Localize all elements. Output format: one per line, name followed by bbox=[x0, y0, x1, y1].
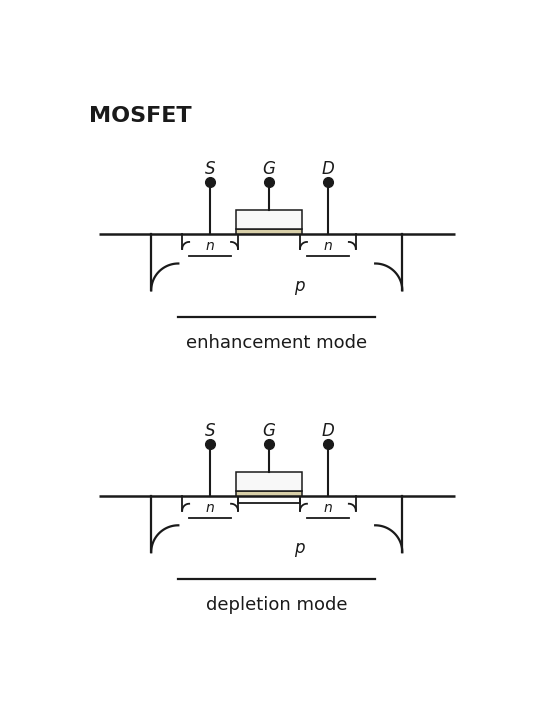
Text: $n$: $n$ bbox=[323, 239, 333, 253]
Text: $p$: $p$ bbox=[294, 541, 306, 559]
Bar bbox=[237, 490, 301, 496]
Text: MOSFET: MOSFET bbox=[89, 106, 192, 126]
Text: $p$: $p$ bbox=[294, 279, 306, 297]
Text: $G$: $G$ bbox=[262, 160, 276, 178]
Bar bbox=[237, 210, 301, 229]
Text: depletion mode: depletion mode bbox=[206, 596, 348, 614]
Bar bbox=[237, 472, 301, 490]
Text: $G$: $G$ bbox=[262, 422, 276, 440]
Text: $D$: $D$ bbox=[321, 422, 335, 440]
Text: $D$: $D$ bbox=[321, 160, 335, 178]
Text: $n$: $n$ bbox=[205, 239, 215, 253]
Text: $S$: $S$ bbox=[204, 160, 216, 178]
Bar bbox=[237, 229, 301, 234]
Text: $S$: $S$ bbox=[204, 422, 216, 440]
Text: $n$: $n$ bbox=[205, 501, 215, 515]
Text: $n$: $n$ bbox=[323, 501, 333, 515]
Text: enhancement mode: enhancement mode bbox=[186, 334, 367, 352]
